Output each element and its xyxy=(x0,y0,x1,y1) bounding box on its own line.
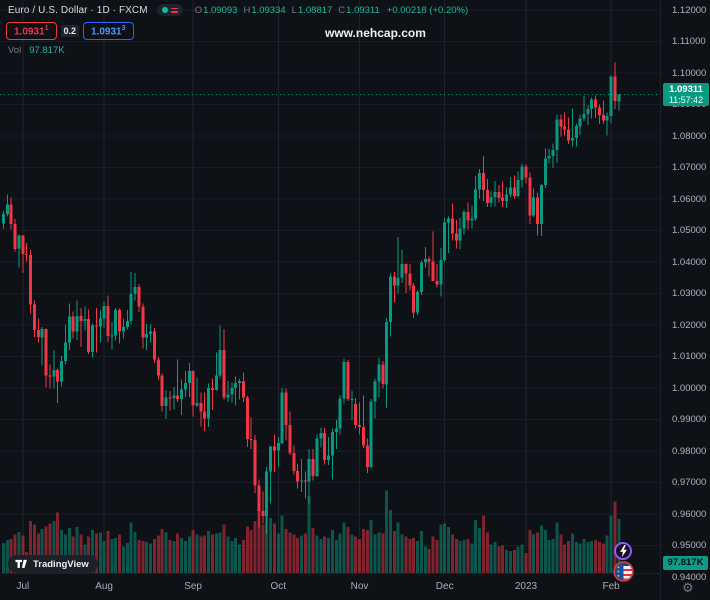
time-tick-label: Aug xyxy=(95,581,113,592)
price-tick-label: 1.11000 xyxy=(672,36,706,47)
price-axis[interactable]: 1.120001.110001.100001.090001.080001.070… xyxy=(660,0,710,600)
price-tick-label: 0.94000 xyxy=(672,571,707,583)
tradingview-logo[interactable]: TradingView xyxy=(8,555,98,573)
grid-lines xyxy=(0,0,660,573)
change-value: +0.00218 (+0.20%) xyxy=(386,4,469,16)
volume-legend: Vol 97.817K xyxy=(8,45,65,56)
time-tick-label: Sep xyxy=(184,581,202,592)
bar-countdown: 11:57:42 xyxy=(668,95,704,106)
price-tick-label: 1.10000 xyxy=(672,67,707,79)
price-tick-label: 1.08000 xyxy=(672,130,707,142)
red-bars-icon xyxy=(170,7,178,13)
price-tick-label: 1.03000 xyxy=(672,288,707,299)
price-tick-label: 0.99000 xyxy=(672,414,707,425)
price-tick-label: 1.02000 xyxy=(672,319,707,331)
price-tick-label: 0.98000 xyxy=(672,445,707,457)
price-tick-label: 0.96000 xyxy=(672,508,707,520)
price-tick-label: 1.00000 xyxy=(672,382,707,394)
time-tick-label: Oct xyxy=(270,581,287,592)
price-tick-label: 0.97000 xyxy=(672,477,707,488)
time-tick-label: Dec xyxy=(435,581,454,592)
time-tick-label: Jul xyxy=(16,581,30,592)
ohlc-values: O1.09093 H1.09334 L1.08817 C1.09311 +0.0… xyxy=(194,4,469,16)
time-tick-label: 2023 xyxy=(514,581,538,592)
tradingview-logo-text: TradingView xyxy=(33,558,89,570)
price-tick-label: 1.06000 xyxy=(672,193,707,205)
trade-buttons: 1.09311 0.2 1.09313 xyxy=(6,22,134,41)
last-price-label: 1.09311 11:57:42 xyxy=(663,83,709,107)
volume-bars xyxy=(2,487,621,573)
price-chart[interactable] xyxy=(0,0,660,573)
price-tick-label: 1.12000 xyxy=(672,4,707,16)
low-value: 1.08817 xyxy=(297,4,333,16)
eurusd-flags-icon[interactable] xyxy=(613,561,634,582)
volume-axis-label: 97.817K xyxy=(663,556,708,570)
price-tick-label: 1.05000 xyxy=(672,225,707,236)
time-tick-label: Feb xyxy=(602,581,620,592)
price-tick-label: 1.01000 xyxy=(672,351,707,362)
price-tick-label: 1.07000 xyxy=(672,162,707,173)
volume-label: Vol xyxy=(8,45,22,56)
last-price-value: 1.09311 xyxy=(669,84,703,96)
close-value: 1.09311 xyxy=(346,4,380,16)
lightning-button[interactable] xyxy=(614,542,632,560)
buy-button[interactable]: 1.09313 xyxy=(83,22,134,41)
gear-icon[interactable]: ⚙ xyxy=(682,580,694,595)
sell-button[interactable]: 1.09311 xyxy=(6,22,57,41)
chart-legend: Euro / U.S. Dollar · 1D · FXCM O1.09093 … xyxy=(8,4,468,16)
spread-label: 0.2 xyxy=(60,25,80,38)
symbol-title[interactable]: Euro / U.S. Dollar · 1D · FXCM xyxy=(8,4,148,16)
watermark: www.nehcap.com xyxy=(325,26,426,40)
lightning-icon xyxy=(619,545,627,557)
market-status-toggle[interactable] xyxy=(156,4,183,16)
tv-mark-icon xyxy=(15,559,27,568)
market-open-dot-icon xyxy=(161,7,168,13)
high-value: 1.09334 xyxy=(251,4,286,16)
price-tick-label: 1.04000 xyxy=(672,256,707,268)
time-tick-label: Nov xyxy=(350,581,369,592)
volume-value: 97.817K xyxy=(29,45,65,56)
time-axis[interactable]: Jul Aug Sep Oct Nov Dec 2023 Feb xyxy=(0,573,660,600)
candles xyxy=(2,62,621,535)
open-value: 1.09093 xyxy=(203,4,238,16)
price-tick-label: 0.95000 xyxy=(672,540,707,551)
